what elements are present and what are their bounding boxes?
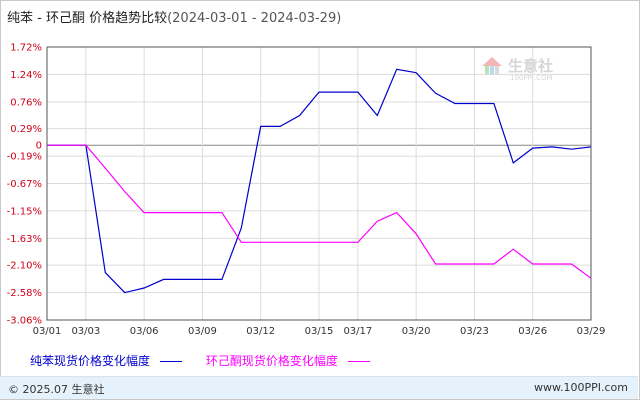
- y-tick-label: 0.76%: [10, 97, 42, 108]
- series-line-cyclohexanone: [47, 144, 592, 279]
- series-layer: [47, 68, 592, 294]
- y-tick-label: 0: [36, 141, 42, 152]
- legend-item-benzene: 纯苯现货价格变化幅度: [30, 352, 183, 369]
- footer-site-link[interactable]: www.100PPI.com: [534, 381, 628, 394]
- y-axis-ticks: 1.72% 1.24% 0.76% 0.29% 0-0.19% -0.67% -1.15% -…: [7, 43, 42, 327]
- legend-label-cyclohexanone: 环己酮现货价格变化幅度: [205, 354, 338, 368]
- x-tick-label: 03/06: [130, 326, 159, 337]
- x-tick-label: 03/17: [343, 326, 372, 337]
- y-tick-label: 1.24%: [10, 70, 42, 81]
- watermark-url: 100PPI.COM: [510, 74, 553, 82]
- chart-title: 纯苯 - 环己酮 价格趋势比较(2024-03-01 - 2024-03-29): [7, 7, 341, 26]
- y-tick-label: 1.72%: [10, 43, 42, 54]
- x-tick-label: 03/23: [460, 326, 489, 337]
- legend: 纯苯现货价格变化幅度 环己酮现货价格变化幅度: [30, 352, 390, 369]
- footer-bar: © 2025.07 生意社 www.100PPI.com: [0, 376, 638, 399]
- legend-label-benzene: 纯苯现货价格变化幅度: [30, 354, 151, 368]
- x-axis-ticks: 03/01 03/03 03/06 03/09 03/12 03/15 03/17 03/20…: [33, 326, 606, 337]
- x-tick-label: 03/26: [518, 326, 547, 337]
- y-tick-label: -2.58%: [7, 288, 42, 299]
- series-line-benzene: [47, 68, 592, 294]
- y-tick-label: -0.67%: [7, 179, 42, 190]
- x-tick-label: 03/12: [246, 326, 275, 337]
- x-tick-label: 03/15: [305, 326, 334, 337]
- y-tick-label: -1.15%: [7, 206, 42, 217]
- x-tick-label: 03/20: [402, 326, 431, 337]
- x-tick-label: 03/29: [577, 326, 606, 337]
- footer-copyright: © 2025.07 生意社: [8, 383, 105, 396]
- x-tick-label: 03/01: [33, 326, 62, 337]
- legend-item-cyclohexanone: 环己酮现货价格变化幅度: [206, 352, 370, 369]
- x-tick-label: 03/09: [188, 326, 217, 337]
- y-tick-label: -1.63%: [7, 234, 42, 245]
- x-tick-label: 03/03: [71, 326, 100, 337]
- legend-swatch-benzene: [160, 361, 183, 362]
- watermark-name: 生意社: [508, 57, 554, 75]
- grid-layer: [46, 46, 592, 321]
- y-tick-label: 0.29%: [10, 124, 42, 135]
- legend-swatch-cyclohexanone: [347, 361, 370, 362]
- plot-border: [46, 46, 592, 321]
- y-tick-label: -0.19%: [7, 152, 42, 163]
- chart-title-range: (2024-03-01 - 2024-03-29): [167, 11, 342, 26]
- chart-title-main: 纯苯 - 环己酮 价格趋势比较: [7, 11, 168, 26]
- house-logo-icon: [482, 57, 502, 75]
- y-tick-label: -2.10%: [7, 261, 42, 272]
- y-tick-label: -3.06%: [7, 316, 42, 327]
- watermark-logo: 生意社 100PPI.COM: [480, 55, 553, 82]
